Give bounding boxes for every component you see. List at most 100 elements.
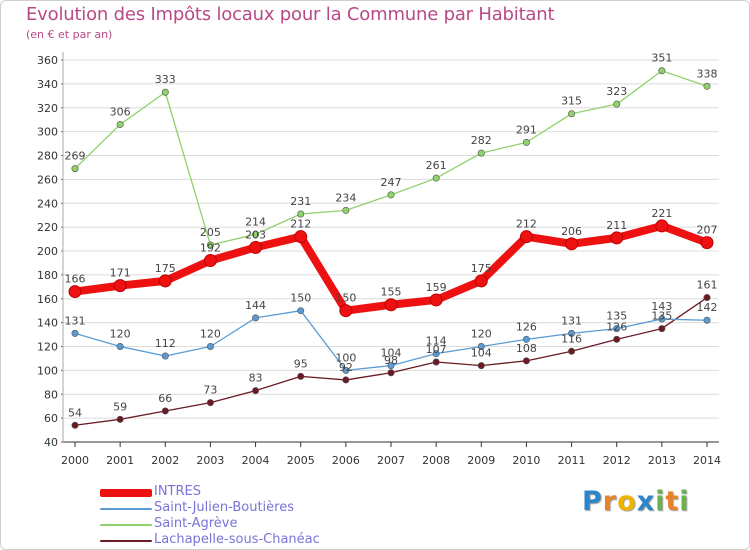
- series-lachapelle-sous-chaneac-point: [613, 335, 621, 343]
- series-lachapelle-sous-chaneac-data-label: 83: [249, 372, 263, 385]
- series-saint-agreve-point: [206, 241, 214, 249]
- y-tick-label: 280: [37, 150, 58, 163]
- series-saint-agreve-data-label: 338: [697, 67, 718, 80]
- series-saint-julien-boutieres-data-label: 131: [561, 314, 582, 327]
- series-saint-agreve-data-label: 205: [200, 226, 221, 239]
- series-saint-agreve-point: [116, 120, 124, 128]
- y-tick-label: 300: [37, 126, 58, 139]
- x-tick-label: 2004: [242, 454, 270, 467]
- x-tick-label: 2006: [332, 454, 360, 467]
- proxiti-logo: Proxiti: [582, 486, 690, 517]
- series-intres-point: [113, 279, 127, 293]
- x-tick-label: 2002: [151, 454, 179, 467]
- legend-swatch: [100, 489, 152, 497]
- series-intres-data-label: 221: [651, 207, 672, 220]
- series-lachapelle-sous-chaneac-point: [342, 376, 350, 384]
- series-saint-julien-boutieres-data-label: 120: [200, 328, 221, 341]
- series-saint-agreve-data-label: 333: [155, 73, 176, 86]
- series-intres-point: [339, 304, 353, 318]
- series-lachapelle-sous-chaneac-data-label: 59: [113, 400, 127, 413]
- series-saint-julien-boutieres-data-label: 135: [606, 310, 627, 323]
- x-tick-label: 2000: [61, 454, 89, 467]
- series-intres-point: [610, 231, 624, 245]
- legend-label: INTRES: [154, 484, 201, 499]
- series-intres-data-label: 155: [381, 286, 402, 299]
- series-intres-data-label: 211: [606, 219, 627, 232]
- x-tick-label: 2011: [558, 454, 586, 467]
- series-lachapelle-sous-chaneac-point: [71, 421, 79, 429]
- y-tick-label: 200: [37, 245, 58, 258]
- series-saint-agreve-point: [297, 210, 305, 218]
- series-saint-julien-boutieres-point: [658, 315, 666, 323]
- series-lachapelle-sous-chaneac-data-label: 126: [606, 320, 627, 333]
- series-saint-agreve-point: [342, 206, 350, 214]
- y-tick-label: 180: [37, 269, 58, 282]
- series-saint-agreve-point: [703, 82, 711, 90]
- series-intres-point: [474, 274, 488, 288]
- series-intres-data-label: 212: [290, 218, 311, 231]
- series-intres-point: [68, 285, 82, 299]
- legend-label: Saint-Agrève: [154, 516, 238, 531]
- series-lachapelle-sous-chaneac-point: [297, 372, 305, 380]
- series-saint-agreve-data-label: 291: [516, 123, 537, 136]
- series-intres-data-label: 207: [697, 224, 718, 237]
- series-lachapelle-sous-chaneac-data-label: 92: [339, 361, 353, 374]
- logo-letter: x: [636, 486, 656, 517]
- series-lachapelle-sous-chaneac-point: [116, 415, 124, 423]
- legend-swatch: [100, 524, 152, 526]
- y-tick-label: 260: [37, 173, 58, 186]
- y-tick-label: 40: [44, 436, 58, 449]
- series-saint-agreve-point: [658, 67, 666, 75]
- series-lachapelle-sous-chaneac-point: [161, 407, 169, 415]
- x-tick-label: 2012: [603, 454, 631, 467]
- y-tick-label: 340: [37, 78, 58, 91]
- series-intres-data-label: 206: [561, 225, 582, 238]
- series-saint-agreve-point: [568, 110, 576, 118]
- series-saint-julien-boutieres-point: [161, 352, 169, 360]
- series-saint-agreve-data-label: 234: [335, 191, 356, 204]
- logo-letter: o: [617, 486, 637, 517]
- series-saint-julien-boutieres-point: [252, 314, 260, 322]
- series-lachapelle-sous-chaneac-point: [477, 362, 485, 370]
- y-tick-label: 60: [44, 412, 58, 425]
- series-lachapelle-sous-chaneac-data-label: 107: [426, 343, 447, 356]
- x-tick-label: 2010: [512, 454, 540, 467]
- y-tick-label: 240: [37, 197, 58, 210]
- x-tick-label: 2008: [422, 454, 450, 467]
- series-saint-julien-boutieres-data-label: 126: [516, 320, 537, 333]
- series-saint-agreve-data-label: 306: [110, 105, 131, 118]
- series-intres-data-label: 203: [245, 228, 266, 241]
- series-lachapelle-sous-chaneac-data-label: 161: [697, 279, 718, 292]
- x-tick-label: 2001: [106, 454, 134, 467]
- y-tick-label: 160: [37, 293, 58, 306]
- y-tick-label: 320: [37, 102, 58, 115]
- series-saint-julien-boutieres-data-label: 142: [697, 301, 718, 314]
- series-intres-point: [700, 236, 714, 250]
- series-saint-julien-boutieres-point: [71, 329, 79, 337]
- series-saint-julien-boutieres-point: [432, 350, 440, 358]
- logo-letter: i: [655, 486, 666, 517]
- series-saint-julien-boutieres-data-label: 131: [65, 314, 86, 327]
- series-lachapelle-sous-chaneac-point: [432, 358, 440, 366]
- series-saint-agreve-data-label: 282: [471, 134, 492, 147]
- series-saint-julien-boutieres-data-label: 114: [426, 335, 447, 348]
- series-saint-agreve-point: [613, 100, 621, 108]
- series-saint-julien-boutieres-point: [297, 307, 305, 315]
- series-lachapelle-sous-chaneac-data-label: 104: [471, 347, 492, 360]
- series-saint-julien-boutieres-point: [206, 342, 214, 350]
- series-saint-julien-boutieres-point: [703, 316, 711, 324]
- plot-area: [63, 52, 719, 442]
- series-intres-data-label: 192: [200, 242, 221, 255]
- x-tick-label: 2007: [377, 454, 405, 467]
- series-intres-data-label: 150: [335, 292, 356, 305]
- series-lachapelle-sous-chaneac-point: [703, 294, 711, 302]
- series-intres-point: [203, 254, 217, 268]
- series-saint-agreve-data-label: 269: [65, 150, 86, 163]
- logo-letter: r: [602, 486, 618, 517]
- series-saint-agreve-data-label: 247: [381, 176, 402, 189]
- series-lachapelle-sous-chaneac-point: [252, 387, 260, 395]
- series-lachapelle-sous-chaneac-data-label: 66: [158, 392, 172, 405]
- series-saint-julien-boutieres-data-label: 112: [155, 337, 176, 350]
- series-saint-julien-boutieres-data-label: 120: [110, 328, 131, 341]
- y-tick-label: 220: [37, 221, 58, 234]
